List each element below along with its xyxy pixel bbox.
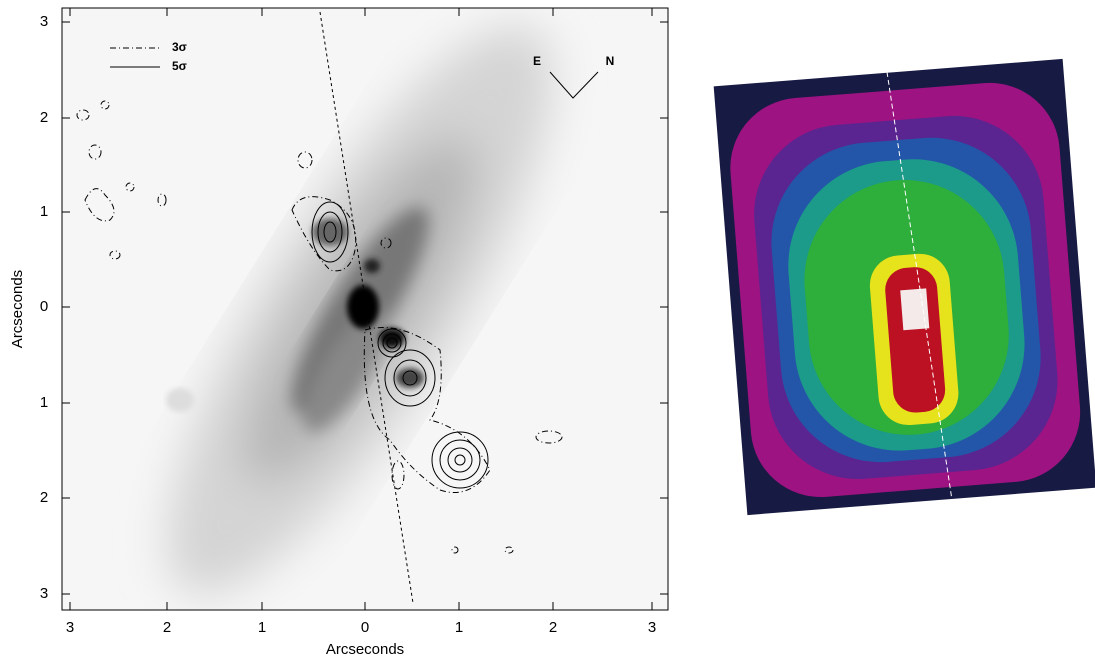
y-tick-label: 0 — [40, 298, 48, 315]
x-tick-label: 1 — [455, 619, 463, 636]
contours — [76, 100, 563, 554]
y-axis-title: Arcseconds — [9, 270, 26, 348]
legend-label: 5σ — [172, 59, 187, 73]
grayscale-image — [62, 8, 668, 610]
x-axis-title: Arcseconds — [326, 641, 404, 658]
y-tick-label: 3 — [40, 13, 48, 30]
y-tick-label: 2 — [40, 489, 48, 506]
y-tick-label: 1 — [40, 394, 48, 411]
y-tick-label: 1 — [40, 203, 48, 220]
x-tick-label: 3 — [648, 619, 656, 636]
x-tick-label: 2 — [163, 619, 171, 636]
false-color-image — [713, 58, 1095, 516]
compass — [549, 71, 599, 99]
compass-label: N — [606, 54, 615, 68]
legend-label: 3σ — [172, 40, 187, 54]
compass-label: E — [533, 54, 541, 68]
slit-line — [319, 11, 414, 604]
y-tick-label: 3 — [40, 585, 48, 602]
y-tick-label: 2 — [40, 109, 48, 126]
x-tick-label: 3 — [66, 619, 74, 636]
x-tick-label: 1 — [258, 619, 266, 636]
slit-line — [886, 71, 953, 501]
x-tick-label: 0 — [361, 619, 369, 636]
x-tick-label: 2 — [549, 619, 557, 636]
